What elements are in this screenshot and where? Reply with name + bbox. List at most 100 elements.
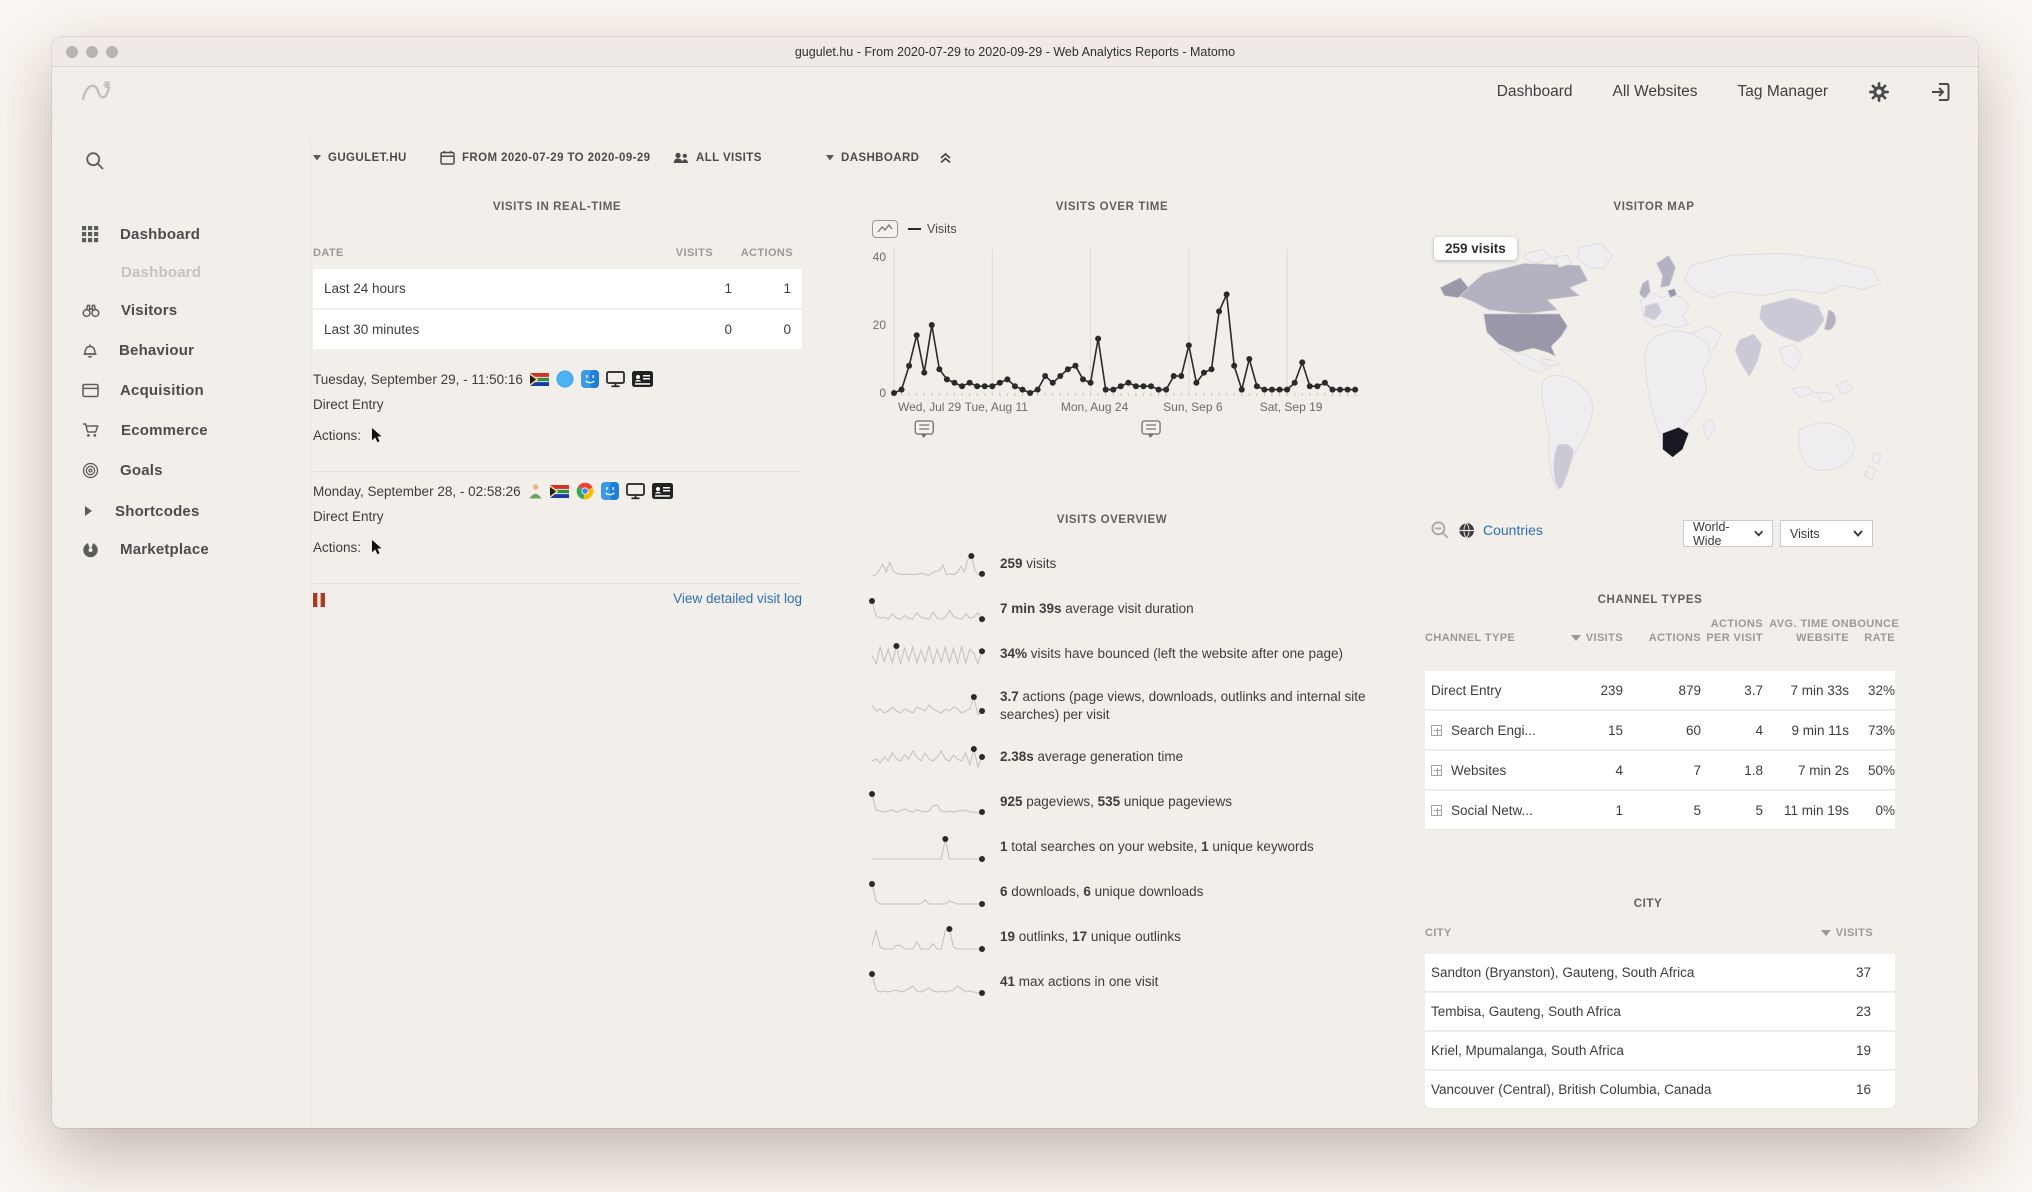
- channel-row-label[interactable]: Search Engi...: [1425, 723, 1557, 738]
- map-region-select[interactable]: World-Wide: [1683, 520, 1773, 548]
- expand-icon[interactable]: [1431, 724, 1442, 736]
- map-country-mexico[interactable]: [1498, 347, 1548, 373]
- channel-row-label[interactable]: Websites: [1425, 763, 1557, 778]
- channel-row[interactable]: Social Netw... 1 5 5 11 min 19s 0%: [1425, 791, 1895, 830]
- map-country-india[interactable]: [1734, 333, 1762, 377]
- annotation-bubble-icon[interactable]: [914, 420, 934, 438]
- channel-col-5[interactable]: BOUNCE RATE: [1849, 618, 1900, 645]
- map-countries-link[interactable]: Countries: [1483, 522, 1543, 538]
- nav-all-websites[interactable]: All Websites: [1612, 83, 1698, 100]
- sidebar-item-visitors[interactable]: Visitors: [82, 298, 177, 322]
- map-country-greenland[interactable]: [1577, 242, 1613, 270]
- realtime-row[interactable]: Last 24 hours 1 1: [313, 269, 802, 308]
- map-country-china[interactable]: [1759, 297, 1825, 343]
- map-country-nz1[interactable]: [1864, 465, 1877, 481]
- sidebar-item-ecommerce[interactable]: Ecommerce: [82, 418, 208, 442]
- city-row[interactable]: Sandton (Bryanston), Gauteng, South Afri…: [1425, 954, 1895, 992]
- map-country-argentina[interactable]: [1553, 443, 1574, 489]
- legend-item-visits[interactable]: Visits: [908, 222, 957, 236]
- map-country-nz2[interactable]: [1871, 452, 1882, 464]
- map-country-usa[interactable]: [1483, 313, 1568, 357]
- map-country-denmark[interactable]: [1667, 288, 1678, 299]
- collapse-header-button[interactable]: [939, 152, 952, 164]
- settings-gear-icon[interactable]: [1868, 81, 1890, 103]
- overview-row[interactable]: 6 downloads, 6 unique downloads: [868, 870, 1373, 915]
- realtime-row[interactable]: Last 30 minutes 0 0: [313, 310, 802, 349]
- channel-col-2[interactable]: ACTIONS: [1648, 632, 1701, 645]
- realtime-col-actions[interactable]: ACTIONS: [740, 247, 793, 259]
- zoom-button[interactable]: [106, 46, 118, 58]
- logout-icon[interactable]: [1930, 82, 1952, 102]
- map-country-canada[interactable]: [1457, 263, 1589, 315]
- sidebar-item-acquisition[interactable]: Acquisition: [82, 378, 204, 402]
- search-icon[interactable]: [85, 151, 105, 176]
- nav-tag-manager[interactable]: Tag Manager: [1737, 83, 1828, 100]
- map-country-can-isl2[interactable]: [1552, 254, 1572, 268]
- channel-col-3[interactable]: ACTIONS PER VISIT: [1706, 618, 1763, 645]
- expand-icon[interactable]: [1431, 764, 1442, 776]
- overview-row[interactable]: 19 outlinks, 17 unique outlinks: [868, 915, 1373, 960]
- sidebar-item-dashboard-sub[interactable]: Dashboard: [82, 260, 201, 284]
- overview-row[interactable]: 41 max actions in one visit: [868, 960, 1373, 1005]
- expand-icon[interactable]: [1431, 804, 1442, 816]
- date-range-selector[interactable]: FROM 2020-07-29 TO 2020-09-29: [440, 150, 673, 165]
- sidebar-item-dashboard[interactable]: Dashboard: [82, 222, 200, 246]
- overview-row[interactable]: 3.7 actions (page views, downloads, outl…: [868, 677, 1373, 735]
- realtime-col-date[interactable]: DATE: [313, 247, 344, 259]
- map-country-indo1[interactable]: [1791, 386, 1815, 398]
- map-metric-select[interactable]: Visits: [1780, 520, 1873, 547]
- annotation-bubble-icon[interactable]: [1141, 420, 1161, 438]
- map-country-can-isl1[interactable]: [1524, 248, 1552, 264]
- city-row[interactable]: Kriel, Mpumalanga, South Africa 19: [1425, 1032, 1895, 1070]
- realtime-col-visits[interactable]: VISITS: [675, 247, 713, 259]
- map-country-nordic[interactable]: [1656, 254, 1677, 288]
- sidebar-item-goals[interactable]: Goals: [82, 458, 163, 482]
- overview-row[interactable]: 34% visits have bounced (left the websit…: [868, 632, 1373, 677]
- city-col-label[interactable]: CITY: [1425, 927, 1452, 939]
- minimize-button[interactable]: [86, 46, 98, 58]
- sidebar-item-marketplace[interactable]: Marketplace: [82, 537, 209, 561]
- export-image-icon[interactable]: [872, 220, 898, 238]
- close-button[interactable]: [66, 46, 78, 58]
- city-row[interactable]: Tembisa, Gauteng, South Africa 23: [1425, 993, 1895, 1031]
- map-country-south-africa[interactable]: [1662, 426, 1690, 458]
- map-country-russia-asia[interactable]: [1684, 252, 1882, 299]
- channel-row[interactable]: Direct Entry 239 879 3.7 7 min 33s 32%: [1425, 671, 1895, 710]
- visit-log-entry[interactable]: Tuesday, September 29, - 11:50:16 Direct …: [313, 370, 802, 443]
- map-zoom-out-icon[interactable]: [1430, 520, 1450, 540]
- view-visit-log-link[interactable]: View detailed visit log: [673, 591, 802, 606]
- overview-row[interactable]: 259 visits: [868, 542, 1373, 587]
- map-country-japan[interactable]: [1823, 309, 1837, 331]
- map-country-se-asia[interactable]: [1779, 343, 1803, 371]
- channel-row[interactable]: Search Engi... 15 60 4 9 min 11s 73%: [1425, 711, 1895, 750]
- map-country-madagascar[interactable]: [1702, 418, 1716, 440]
- overview-row[interactable]: 1 total searches on your website, 1 uniq…: [868, 825, 1373, 870]
- map-country-cuba[interactable]: [1540, 358, 1560, 367]
- map-country-uk[interactable]: [1638, 279, 1651, 300]
- visit-log-entry[interactable]: Monday, September 28, - 02:58:26 Direct E…: [313, 482, 802, 555]
- matomo-logo[interactable]: [80, 75, 114, 110]
- map-country-indo3[interactable]: [1836, 380, 1853, 396]
- sidebar-item-shortcodes[interactable]: Shortcodes: [82, 499, 200, 523]
- map-country-alaska[interactable]: [1439, 277, 1469, 299]
- segment-selector[interactable]: ALL VISITS: [673, 152, 826, 164]
- overview-row[interactable]: 925 pageviews, 535 unique pageviews: [868, 780, 1373, 825]
- map-country-australia[interactable]: [1798, 422, 1855, 471]
- overview-row[interactable]: 7 min 39s average visit duration: [868, 587, 1373, 632]
- channel-col-label[interactable]: CHANNEL TYPE: [1425, 632, 1516, 645]
- map-country-indo2[interactable]: [1815, 392, 1835, 404]
- channel-col-1[interactable]: VISITS: [1557, 631, 1623, 645]
- overview-row[interactable]: 2.38s average generation time: [868, 735, 1373, 780]
- visits-over-time-chart[interactable]: Wed, Jul 29 Tue, Aug 11 Mon, Aug 24 Sun, Se…: [868, 233, 1368, 478]
- visitor-world-map[interactable]: [1428, 233, 1893, 510]
- city-row[interactable]: Vancouver (Central), British Columbia, C…: [1425, 1071, 1895, 1109]
- channel-col-4[interactable]: AVG. TIME ON WEBSITE: [1769, 618, 1849, 645]
- sidebar-item-behaviour[interactable]: Behaviour: [82, 338, 194, 362]
- nav-dashboard[interactable]: Dashboard: [1496, 83, 1573, 100]
- map-country-france[interactable]: [1643, 302, 1662, 321]
- pause-realtime-button[interactable]: [313, 593, 326, 612]
- city-col-visits[interactable]: VISITS: [1820, 927, 1895, 939]
- dashboard-selector[interactable]: DASHBOARD: [826, 152, 939, 164]
- site-selector[interactable]: GUGULET.HU: [313, 152, 440, 164]
- channel-row-label[interactable]: Social Netw...: [1425, 803, 1557, 818]
